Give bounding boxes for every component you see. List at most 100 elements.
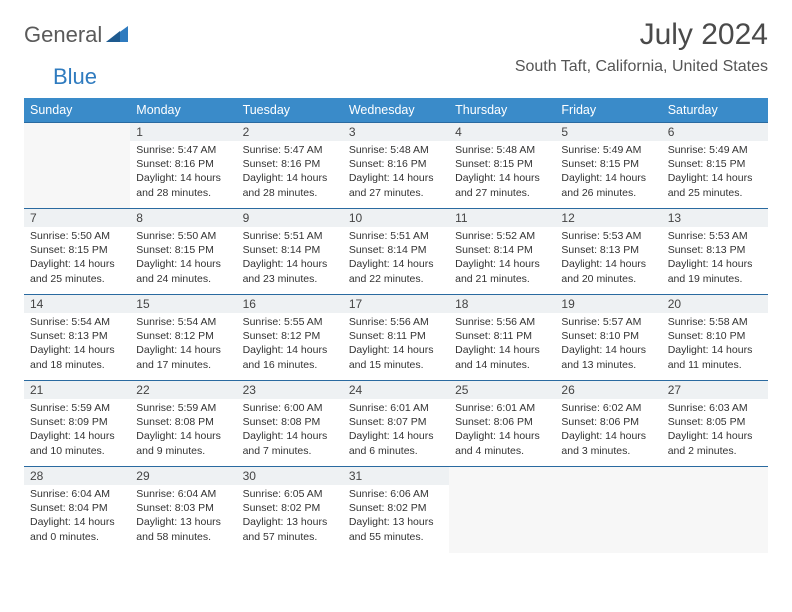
day-number: 21 [24,381,130,399]
day-number: 10 [343,209,449,227]
day-details: Sunrise: 6:02 AMSunset: 8:06 PMDaylight:… [555,399,661,464]
calendar-cell: 28Sunrise: 6:04 AMSunset: 8:04 PMDayligh… [24,467,130,553]
day-number: 22 [130,381,236,399]
day-details: Sunrise: 5:54 AMSunset: 8:13 PMDaylight:… [24,313,130,378]
day-number: 1 [130,123,236,141]
day-number: 24 [343,381,449,399]
day-number: 14 [24,295,130,313]
day-details: Sunrise: 6:01 AMSunset: 8:06 PMDaylight:… [449,399,555,464]
day-number: 18 [449,295,555,313]
day-details: Sunrise: 5:53 AMSunset: 8:13 PMDaylight:… [662,227,768,292]
day-number: 3 [343,123,449,141]
calendar-cell: 21Sunrise: 5:59 AMSunset: 8:09 PMDayligh… [24,381,130,467]
day-details: Sunrise: 6:06 AMSunset: 8:02 PMDaylight:… [343,485,449,550]
day-number: 25 [449,381,555,399]
day-number: 12 [555,209,661,227]
day-number: 2 [237,123,343,141]
calendar-cell: 1Sunrise: 5:47 AMSunset: 8:16 PMDaylight… [130,123,236,209]
calendar-cell: .. [24,123,130,209]
day-details: Sunrise: 5:51 AMSunset: 8:14 PMDaylight:… [343,227,449,292]
day-details: Sunrise: 5:53 AMSunset: 8:13 PMDaylight:… [555,227,661,292]
calendar-cell: 4Sunrise: 5:48 AMSunset: 8:15 PMDaylight… [449,123,555,209]
calendar-cell: 24Sunrise: 6:01 AMSunset: 8:07 PMDayligh… [343,381,449,467]
day-number: 11 [449,209,555,227]
day-details: Sunrise: 6:04 AMSunset: 8:03 PMDaylight:… [130,485,236,550]
calendar-cell: 29Sunrise: 6:04 AMSunset: 8:03 PMDayligh… [130,467,236,553]
calendar-row: 7Sunrise: 5:50 AMSunset: 8:15 PMDaylight… [24,209,768,295]
calendar-cell: 11Sunrise: 5:52 AMSunset: 8:14 PMDayligh… [449,209,555,295]
day-number: 15 [130,295,236,313]
calendar-row: 21Sunrise: 5:59 AMSunset: 8:09 PMDayligh… [24,381,768,467]
weekday-header: Wednesday [343,98,449,123]
calendar-table: SundayMondayTuesdayWednesdayThursdayFrid… [24,98,768,553]
calendar-cell: 18Sunrise: 5:56 AMSunset: 8:11 PMDayligh… [449,295,555,381]
day-details: Sunrise: 5:47 AMSunset: 8:16 PMDaylight:… [237,141,343,206]
calendar-cell: 17Sunrise: 5:56 AMSunset: 8:11 PMDayligh… [343,295,449,381]
day-details: Sunrise: 5:58 AMSunset: 8:10 PMDaylight:… [662,313,768,378]
calendar-cell: 15Sunrise: 5:54 AMSunset: 8:12 PMDayligh… [130,295,236,381]
calendar-cell: 7Sunrise: 5:50 AMSunset: 8:15 PMDaylight… [24,209,130,295]
day-number: 16 [237,295,343,313]
calendar-row: 14Sunrise: 5:54 AMSunset: 8:13 PMDayligh… [24,295,768,381]
day-number: 26 [555,381,661,399]
calendar-cell: 8Sunrise: 5:50 AMSunset: 8:15 PMDaylight… [130,209,236,295]
day-details: Sunrise: 5:49 AMSunset: 8:15 PMDaylight:… [662,141,768,206]
calendar-cell: .. [449,467,555,553]
calendar-cell: 13Sunrise: 5:53 AMSunset: 8:13 PMDayligh… [662,209,768,295]
day-details: Sunrise: 6:04 AMSunset: 8:04 PMDaylight:… [24,485,130,550]
day-details: Sunrise: 5:59 AMSunset: 8:08 PMDaylight:… [130,399,236,464]
day-details: Sunrise: 5:59 AMSunset: 8:09 PMDaylight:… [24,399,130,464]
day-details: Sunrise: 5:49 AMSunset: 8:15 PMDaylight:… [555,141,661,206]
weekday-header: Friday [555,98,661,123]
calendar-cell: 20Sunrise: 5:58 AMSunset: 8:10 PMDayligh… [662,295,768,381]
calendar-row: 28Sunrise: 6:04 AMSunset: 8:04 PMDayligh… [24,467,768,553]
day-details: Sunrise: 5:55 AMSunset: 8:12 PMDaylight:… [237,313,343,378]
day-details: Sunrise: 5:52 AMSunset: 8:14 PMDaylight:… [449,227,555,292]
calendar-cell: 10Sunrise: 5:51 AMSunset: 8:14 PMDayligh… [343,209,449,295]
calendar-cell: .. [662,467,768,553]
calendar-cell: 25Sunrise: 6:01 AMSunset: 8:06 PMDayligh… [449,381,555,467]
calendar-cell: 31Sunrise: 6:06 AMSunset: 8:02 PMDayligh… [343,467,449,553]
weekday-header: Sunday [24,98,130,123]
calendar-cell: 27Sunrise: 6:03 AMSunset: 8:05 PMDayligh… [662,381,768,467]
day-number: 31 [343,467,449,485]
calendar-cell: 12Sunrise: 5:53 AMSunset: 8:13 PMDayligh… [555,209,661,295]
brand-text-general: General [24,22,102,48]
calendar-cell: 3Sunrise: 5:48 AMSunset: 8:16 PMDaylight… [343,123,449,209]
day-number: 23 [237,381,343,399]
day-number: 8 [130,209,236,227]
brand-logo: General [24,18,130,48]
day-number: 9 [237,209,343,227]
day-details: Sunrise: 5:57 AMSunset: 8:10 PMDaylight:… [555,313,661,378]
day-details: Sunrise: 5:56 AMSunset: 8:11 PMDaylight:… [449,313,555,378]
day-details: Sunrise: 5:50 AMSunset: 8:15 PMDaylight:… [24,227,130,292]
day-number: 30 [237,467,343,485]
weekday-header: Monday [130,98,236,123]
calendar-cell: 6Sunrise: 5:49 AMSunset: 8:15 PMDaylight… [662,123,768,209]
day-number: 28 [24,467,130,485]
day-details: Sunrise: 5:56 AMSunset: 8:11 PMDaylight:… [343,313,449,378]
calendar-cell: 30Sunrise: 6:05 AMSunset: 8:02 PMDayligh… [237,467,343,553]
weekday-header: Tuesday [237,98,343,123]
calendar-cell: 5Sunrise: 5:49 AMSunset: 8:15 PMDaylight… [555,123,661,209]
day-number: 4 [449,123,555,141]
day-details: Sunrise: 6:05 AMSunset: 8:02 PMDaylight:… [237,485,343,550]
day-number: 7 [24,209,130,227]
brand-triangle-icon [106,24,128,47]
day-details: Sunrise: 6:03 AMSunset: 8:05 PMDaylight:… [662,399,768,464]
day-number: 13 [662,209,768,227]
weekday-header-row: SundayMondayTuesdayWednesdayThursdayFrid… [24,98,768,123]
calendar-cell: 26Sunrise: 6:02 AMSunset: 8:06 PMDayligh… [555,381,661,467]
calendar-cell: 14Sunrise: 5:54 AMSunset: 8:13 PMDayligh… [24,295,130,381]
day-number: 29 [130,467,236,485]
page-title: July 2024 [515,18,768,52]
day-details: Sunrise: 6:01 AMSunset: 8:07 PMDaylight:… [343,399,449,464]
calendar-cell: 2Sunrise: 5:47 AMSunset: 8:16 PMDaylight… [237,123,343,209]
day-details: Sunrise: 5:48 AMSunset: 8:16 PMDaylight:… [343,141,449,206]
weekday-header: Thursday [449,98,555,123]
calendar-cell: 19Sunrise: 5:57 AMSunset: 8:10 PMDayligh… [555,295,661,381]
day-number: 5 [555,123,661,141]
day-details: Sunrise: 5:48 AMSunset: 8:15 PMDaylight:… [449,141,555,206]
day-number: 19 [555,295,661,313]
calendar-row: ..1Sunrise: 5:47 AMSunset: 8:16 PMDaylig… [24,123,768,209]
